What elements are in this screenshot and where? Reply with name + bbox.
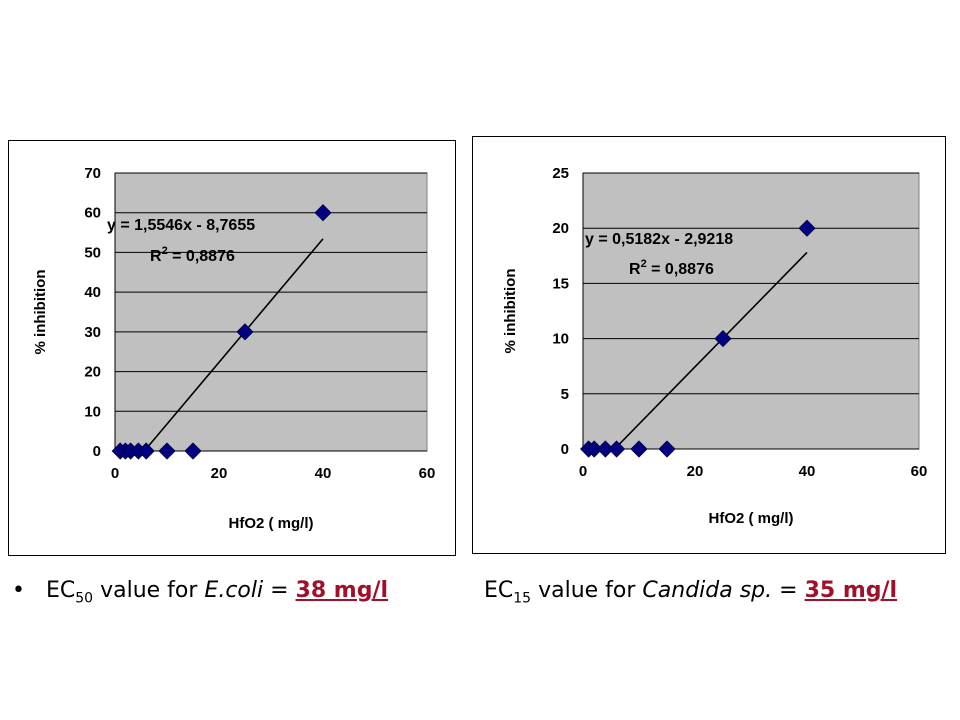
caption-ec50-ecoli: • EC50 value for E.coli = 38 mg/l [12,578,388,606]
x-tick-label: 20 [211,465,228,482]
ec-result-value: 35 mg/l [804,578,898,603]
chart-panel-ecoli: 0 10 20 30 40 50 60 70 0 20 40 60 % inhibition HfO2 (… [8,140,456,556]
ec-subscript: 50 [75,590,94,607]
equals-sign: = [772,578,805,603]
x-tick-label: 0 [579,463,587,480]
y-tick-label: 20 [84,364,101,381]
organism-name: Candida sp. [642,578,773,603]
y-tick-label: 25 [552,165,569,182]
y-tick-label: 20 [552,220,569,237]
ec-prefix: EC [484,578,514,603]
y-tick-label: 0 [561,441,569,458]
caption-text: value for [93,578,205,603]
y-tick-label: 10 [552,331,569,348]
y-tick-label: 40 [84,284,101,301]
bullet-point: • [12,578,25,603]
x-tick-label: 0 [111,465,119,482]
y-tick-label: 5 [561,386,569,403]
chart-panel-candida: 0 5 10 15 20 25 0 20 40 60 % inhibition HfO2 ( mg/l… [472,136,946,554]
y-tick-label: 30 [84,324,101,341]
data-point [658,440,676,458]
r-squared-label: R2 = 0,8876 [629,258,714,278]
equals-sign: = [263,578,296,603]
data-point [798,219,816,237]
y-tick-label: 15 [552,275,569,292]
r-squared-label: R2 = 0,8876 [150,245,235,265]
ec-result-value: 38 mg/l [295,578,389,603]
y-tick-label: 50 [84,244,101,261]
data-point [137,442,155,460]
x-axis-title: HfO2 ( mg/l) [229,515,314,532]
data-point [236,323,254,341]
plot-area [582,172,920,450]
x-tick-label: 20 [687,463,704,480]
data-point [714,330,732,348]
plot-area [114,172,428,452]
y-axis-title: % inhibition [502,269,519,354]
caption-text: value for [531,578,643,603]
caption-ec15-candida: EC15 value for Candida sp. = 35 mg/l [484,578,897,606]
ec-prefix: EC [46,578,76,603]
organism-name: E.coli [204,578,264,603]
chart-candida: 0 5 10 15 20 25 0 20 40 60 % inhibition HfO2 ( mg/l… [502,165,928,527]
trendline-equation: y = 0,5182x - 2,9218 [585,231,733,248]
x-tick-label: 40 [799,463,816,480]
data-point [314,204,332,222]
data-point [630,440,648,458]
data-point [158,442,176,460]
trendline [145,238,324,450]
data-point [608,440,626,458]
x-tick-label: 60 [419,465,436,482]
y-tick-label: 0 [93,443,101,460]
x-tick-label: 40 [315,465,332,482]
trendline [616,251,808,448]
chart-ecoli: 0 10 20 30 40 50 60 70 0 20 40 60 % inhibition HfO2 (… [32,165,436,532]
y-tick-label: 70 [84,165,101,182]
data-point [184,442,202,460]
x-axis-title: HfO2 ( mg/l) [709,510,794,527]
y-tick-label: 60 [84,205,101,222]
x-tick-label: 60 [911,463,928,480]
y-tick-label: 10 [84,403,101,420]
y-axis-title: % inhibition [32,270,49,355]
ec-subscript: 15 [513,590,532,607]
trendline-equation: y = 1,5546x - 8,7655 [107,217,255,234]
